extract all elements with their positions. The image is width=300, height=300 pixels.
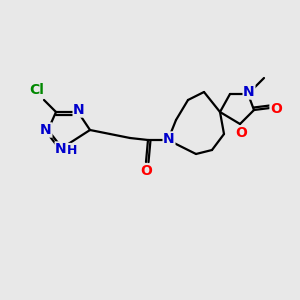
Text: N: N — [163, 132, 175, 146]
Text: N: N — [55, 142, 67, 156]
Text: O: O — [140, 164, 152, 178]
Text: O: O — [270, 102, 282, 116]
Text: Cl: Cl — [30, 83, 44, 97]
Text: H: H — [67, 143, 77, 157]
Text: N: N — [40, 123, 52, 137]
Text: N: N — [73, 103, 85, 117]
Text: N: N — [243, 85, 255, 99]
Text: O: O — [235, 126, 247, 140]
